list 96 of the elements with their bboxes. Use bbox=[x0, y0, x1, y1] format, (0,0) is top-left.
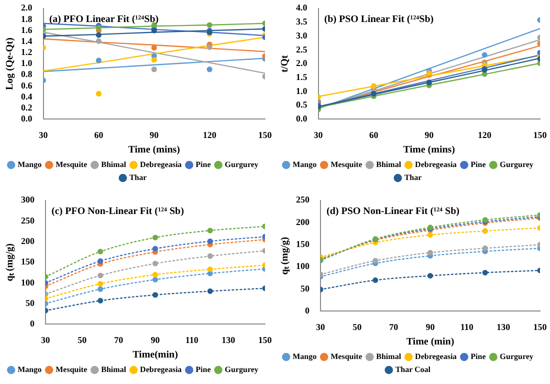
y-axis-title: Log (Qe-Qt) bbox=[4, 38, 16, 90]
y-tick-label: 1.0 bbox=[21, 58, 33, 68]
x-tick-label: 60 bbox=[369, 130, 379, 140]
y-tick-label: 0.8 bbox=[21, 69, 33, 80]
x-tick-label: 90 bbox=[426, 322, 436, 332]
y-axis-title: t/Qt bbox=[280, 54, 291, 72]
y-tick-label: 0.5 bbox=[296, 100, 308, 110]
x-tick-label: 30 bbox=[316, 322, 326, 332]
legend-label: Pine bbox=[196, 160, 212, 170]
x-tick-label: 150 bbox=[258, 334, 272, 345]
x-tick-label: 90 bbox=[150, 334, 160, 345]
y-tick-label: 1.0 bbox=[296, 86, 308, 96]
y-axis-title: qₜ (mg/g) bbox=[4, 243, 16, 282]
x-tick-label: 120 bbox=[478, 130, 492, 140]
legend-label: Mesquite bbox=[330, 352, 363, 362]
y-tick-label: 100 bbox=[21, 277, 35, 288]
x-tick-label: 110 bbox=[185, 334, 199, 345]
x-tick-label: 30 bbox=[314, 130, 324, 140]
legend-label: Bhimal bbox=[101, 365, 127, 374]
y-tick-label: 200 bbox=[21, 236, 35, 246]
y-axis-title: qₜ (mg/g) bbox=[280, 236, 291, 275]
legend-label: Gurgurey bbox=[224, 160, 258, 170]
y-tick-label: 300 bbox=[21, 194, 35, 205]
x-tick-label: 50 bbox=[78, 334, 88, 345]
y-tick-label: 150 bbox=[21, 256, 35, 267]
legend-label: Debregeasia bbox=[140, 365, 182, 374]
legend-label: Gurgurey bbox=[500, 352, 534, 362]
y-tick-label: 1.8 bbox=[21, 14, 33, 24]
legend-label: Thar bbox=[404, 173, 422, 182]
x-tick-label: 30 bbox=[41, 334, 50, 345]
text: (b) PSO Linear Fit (¹²⁴Sb) bbox=[324, 14, 434, 25]
x-tick-label: 150 bbox=[258, 130, 272, 140]
y-tick-label: 250 bbox=[21, 215, 35, 226]
x-tick-label: 60 bbox=[94, 130, 104, 140]
legend-label: Mango bbox=[292, 160, 317, 170]
x-tick-label: 120 bbox=[202, 130, 217, 140]
x-tick-label: 130 bbox=[496, 322, 511, 332]
x-tick-label: 30 bbox=[38, 130, 48, 140]
legend-label: Pine bbox=[196, 365, 212, 374]
x-axis-title: Time (mins) bbox=[128, 144, 180, 156]
x-tick-label: 130 bbox=[222, 334, 236, 345]
legend-label: Thar Coal bbox=[395, 365, 432, 374]
legend-label: Mesquite bbox=[56, 365, 88, 374]
y-tick-label: 2.0 bbox=[296, 58, 308, 68]
y-tick-label: 1.5 bbox=[296, 72, 308, 82]
x-tick-label: 150 bbox=[533, 130, 548, 140]
x-axis-title: Time (mins) bbox=[403, 144, 456, 156]
y-tick-label: 1.6 bbox=[21, 24, 33, 35]
legend-label: Debregeasia bbox=[140, 160, 182, 170]
x-tick-label: 110 bbox=[460, 322, 474, 332]
text: (d) PSO Non-Linear Fit (¹²⁴ Sb) bbox=[326, 206, 460, 217]
y-tick-label: 100 bbox=[296, 261, 310, 272]
x-tick-label: 50 bbox=[352, 322, 362, 332]
x-tick-label: 70 bbox=[114, 334, 124, 345]
legend-label: Gurgurey bbox=[224, 365, 258, 374]
legend-label: Mango bbox=[18, 160, 42, 170]
y-tick-label: 2.5 bbox=[296, 44, 308, 54]
legend-label: Bhimal bbox=[101, 160, 127, 170]
x-tick-label: 90 bbox=[424, 130, 434, 140]
x-axis-title: Time(min) bbox=[132, 350, 178, 361]
y-tick-label: 3.0 bbox=[296, 30, 308, 40]
y-tick-label: 0 bbox=[305, 306, 310, 316]
x-axis-title: Time (min) bbox=[406, 336, 454, 348]
y-tick-label: 0.2 bbox=[21, 102, 33, 112]
y-tick-label: 50 bbox=[26, 298, 35, 308]
y-tick-label: 150 bbox=[296, 239, 310, 250]
x-tick-label: 90 bbox=[150, 130, 160, 140]
x-tick-label: 70 bbox=[389, 322, 399, 332]
legend-label: Bhimal bbox=[376, 352, 402, 362]
y-tick-label: 0.6 bbox=[21, 80, 33, 90]
legend-label: Mesquite bbox=[56, 160, 88, 170]
y-tick-label: 3.5 bbox=[296, 16, 308, 27]
y-tick-label: 0.0 bbox=[296, 114, 308, 124]
legend-label: Mesquite bbox=[330, 160, 363, 170]
y-tick-label: 2.0 bbox=[21, 2, 33, 13]
y-tick-label: 1.2 bbox=[21, 47, 33, 58]
legend-label: Debregeasia bbox=[415, 352, 457, 362]
y-tick-label: 50 bbox=[300, 283, 310, 294]
y-tick-label: 0.4 bbox=[21, 91, 33, 102]
x-tick-label: 150 bbox=[533, 322, 548, 332]
legend-label: Pine bbox=[470, 352, 486, 362]
text: (a) PFO Linear Fit (¹²⁴Sb) bbox=[49, 14, 159, 25]
legend-label: Gurgurey bbox=[500, 160, 534, 170]
legend-label: Debregeasia bbox=[415, 160, 457, 170]
y-tick-label: 0 bbox=[30, 318, 35, 329]
y-tick-label: 4.0 bbox=[296, 2, 308, 13]
legend-label: Bhimal bbox=[376, 160, 402, 170]
legend-label: Thar bbox=[129, 173, 148, 182]
legend-label: Mango bbox=[292, 352, 317, 362]
y-tick-label: 200 bbox=[296, 216, 310, 227]
y-tick-label: 250 bbox=[296, 194, 310, 205]
legend-label: Pine bbox=[470, 160, 486, 170]
y-tick-label: 1.4 bbox=[21, 36, 33, 46]
legend-label: Mango bbox=[18, 365, 42, 374]
text: (c) PFO Non-Linear Fit (¹²⁴ Sb) bbox=[52, 206, 184, 217]
y-tick-label: 0.0 bbox=[21, 114, 33, 124]
